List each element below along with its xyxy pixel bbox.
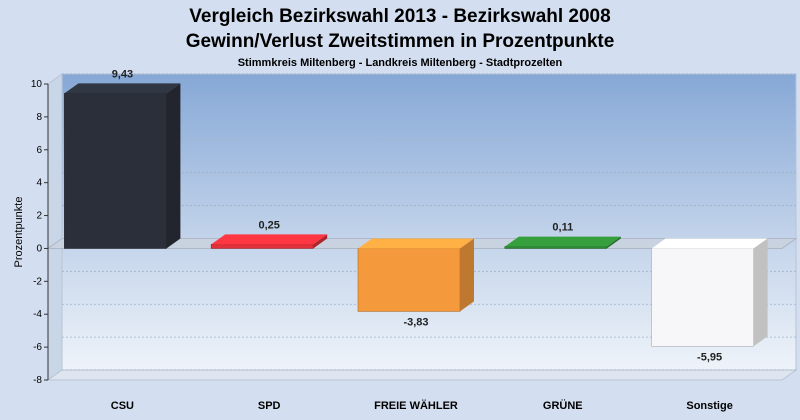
plot-floor (46, 369, 798, 381)
value-label: 0,11 (552, 222, 573, 234)
y-tick-label: -2 (33, 276, 42, 287)
bar-side (753, 238, 768, 347)
bar-top (504, 236, 621, 247)
y-axis-label: Prozentpunkte (13, 197, 25, 268)
bar-spd (210, 234, 328, 249)
value-label: -5,95 (697, 351, 722, 363)
bar-side (313, 234, 328, 249)
bar-top (358, 238, 474, 249)
bar-side (166, 83, 181, 249)
bar-sonstige (651, 238, 768, 347)
value-label: 9,43 (112, 68, 133, 80)
chart-title: Vergleich Bezirkswahl 2013 - Bezirkswahl… (189, 6, 611, 27)
bar-freie-w-hler (357, 238, 474, 312)
x-tick-label: FREIE WÄHLER (374, 399, 458, 412)
y-tick-label: 8 (36, 112, 42, 123)
bar-side (460, 238, 474, 312)
chart-titles: Vergleich Bezirkswahl 2013 - Bezirkswahl… (0, 0, 800, 69)
y-tick-label: -8 (33, 375, 42, 386)
x-tick-label: SPD (258, 400, 281, 412)
bar-front (504, 246, 608, 249)
y-tick-label: 6 (36, 145, 42, 156)
bar-gr-ne (504, 236, 621, 249)
bar-side (606, 236, 621, 249)
chart-subtitle: Gewinn/Verlust Zweitstimmen in Prozentpu… (185, 31, 615, 52)
bar-front (210, 244, 314, 249)
y-tick-label: -6 (33, 342, 42, 353)
bar-top (651, 238, 768, 249)
x-tick-label: Sonstige (686, 400, 732, 412)
bar-front (651, 248, 754, 347)
y-tick-label: 0 (36, 243, 42, 254)
x-tick-label: GRÜNE (543, 399, 583, 412)
y-tick-label: 4 (36, 178, 42, 189)
x-tick-label: CSU (111, 400, 134, 412)
value-label: -3,83 (403, 316, 428, 328)
bar-top (211, 234, 328, 245)
chart-caption: Stimmkreis Miltenberg - Landkreis Milten… (237, 57, 563, 69)
y-tick-label: 2 (36, 211, 42, 222)
plot-side-wall (47, 73, 63, 381)
bar-front (357, 248, 461, 312)
bar-csu (64, 83, 181, 249)
bar-front (64, 93, 167, 249)
y-tick-label: 10 (31, 79, 43, 90)
value-label: 0,25 (258, 219, 279, 231)
bar-top (64, 83, 181, 94)
y-tick-label: -4 (33, 309, 42, 320)
